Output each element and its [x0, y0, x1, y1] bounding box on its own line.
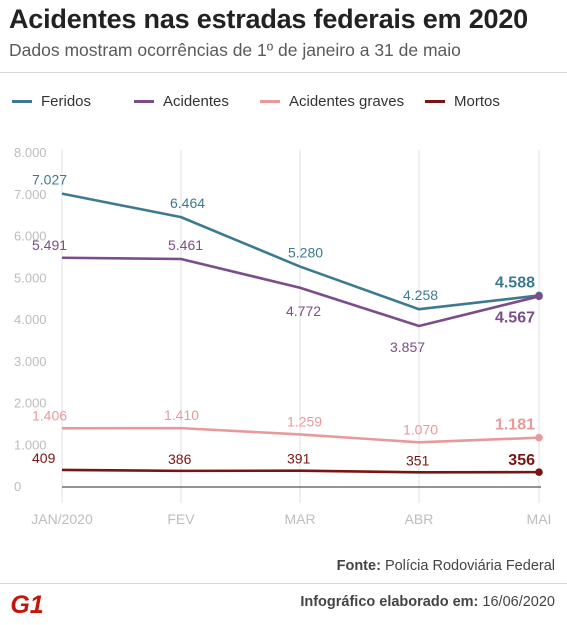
data-label: 1.070: [403, 421, 438, 437]
legend-label-feridos: Feridos: [41, 92, 92, 110]
legend-label-mortos: Mortos: [454, 92, 500, 110]
legend-swatch-mortos: [425, 99, 445, 103]
data-label: 409: [32, 450, 56, 466]
data-label: 5.280: [288, 245, 323, 261]
source-label: Fonte:: [336, 558, 381, 574]
series-line-acidentes: [61, 256, 540, 328]
series-end-marker: [535, 433, 543, 442]
data-label: 4.258: [403, 287, 438, 303]
x-tick-label: MAR: [284, 511, 315, 527]
legend-item-feridos: Feridos: [12, 92, 91, 110]
svg-text:G1: G1: [10, 591, 43, 617]
y-tick-label: 5.000: [14, 270, 47, 285]
y-tick-label: 4.000: [14, 312, 47, 327]
data-label: 7.027: [32, 172, 67, 188]
data-label: 5.461: [168, 237, 203, 253]
data-label: 1.406: [32, 407, 67, 423]
legend-item-mortos: Mortos: [425, 92, 500, 110]
source-note: Fonte: Polícia Rodoviária Federal: [337, 558, 555, 574]
y-tick-label: 1.000: [14, 437, 47, 452]
data-label: 4.567: [495, 309, 535, 326]
data-label: 351: [406, 452, 430, 468]
y-tick-label: 7.000: [14, 187, 47, 202]
legend-label-acidentes: Acidentes: [163, 92, 229, 110]
credit-label: Infográfico elaborado em:: [300, 594, 479, 610]
g1-logo-mark: G1: [8, 591, 46, 617]
legend-swatch-acidentes: [134, 99, 154, 103]
legend-swatch-acidentes-graves: [260, 99, 280, 103]
x-tick-label: ABR: [405, 511, 434, 527]
legend-item-acidentes: Acidentes: [134, 92, 229, 110]
source-value: Polícia Rodoviária Federal: [384, 558, 555, 574]
series-end-marker: [535, 292, 543, 301]
line-chart: 8.000 7.000 6.000 5.000 4.000 3.000 2.000 1.000…: [14, 145, 552, 527]
series-line-acidentes-graves: [61, 426, 540, 444]
data-label: 6.464: [170, 195, 205, 211]
x-tick-label: FEV: [167, 511, 195, 527]
data-label: 4.588: [495, 274, 535, 291]
series-end-marker: [535, 468, 543, 476]
legend-item-acidentes-graves: Acidentes graves: [260, 92, 404, 110]
credit-note: Infográfico elaborado em: 16/06/2020: [300, 594, 555, 610]
legend: Feridos Acidentes Acidentes graves Morto…: [12, 92, 557, 110]
series-line-mortos: [61, 468, 540, 474]
data-label: 5.491: [32, 237, 67, 253]
data-label: 1.259: [287, 413, 322, 429]
x-tick-label: MAI: [527, 511, 552, 527]
y-tick-label: 3.000: [14, 354, 47, 369]
series-line-feridos: [61, 192, 540, 311]
y-tick-label: 2.000: [14, 396, 47, 411]
g1-logo: G1: [8, 591, 46, 617]
footer-divider: [0, 583, 567, 584]
data-label: 4.772: [286, 303, 321, 319]
data-label: 3.857: [390, 339, 425, 355]
x-tick-label: JAN/2020: [31, 511, 93, 527]
legend-swatch-feridos: [12, 99, 32, 103]
y-tick-label: 6.000: [14, 229, 47, 244]
data-label: 391: [287, 451, 311, 467]
data-label: 386: [168, 451, 192, 467]
data-label: 356: [508, 452, 535, 469]
header-divider: [0, 72, 567, 73]
y-tick-label: 0: [14, 479, 21, 494]
data-label: 1.410: [164, 407, 199, 423]
credit-value: 16/06/2020: [482, 594, 555, 610]
legend-label-acidentes-graves: Acidentes graves: [289, 92, 405, 110]
chart-subtitle: Dados mostram ocorrências de 1º de janei…: [9, 40, 461, 60]
y-tick-label: 8.000: [14, 145, 47, 160]
data-label: 1.181: [495, 417, 535, 434]
chart-title: Acidentes nas estradas federais em 2020: [9, 4, 528, 34]
